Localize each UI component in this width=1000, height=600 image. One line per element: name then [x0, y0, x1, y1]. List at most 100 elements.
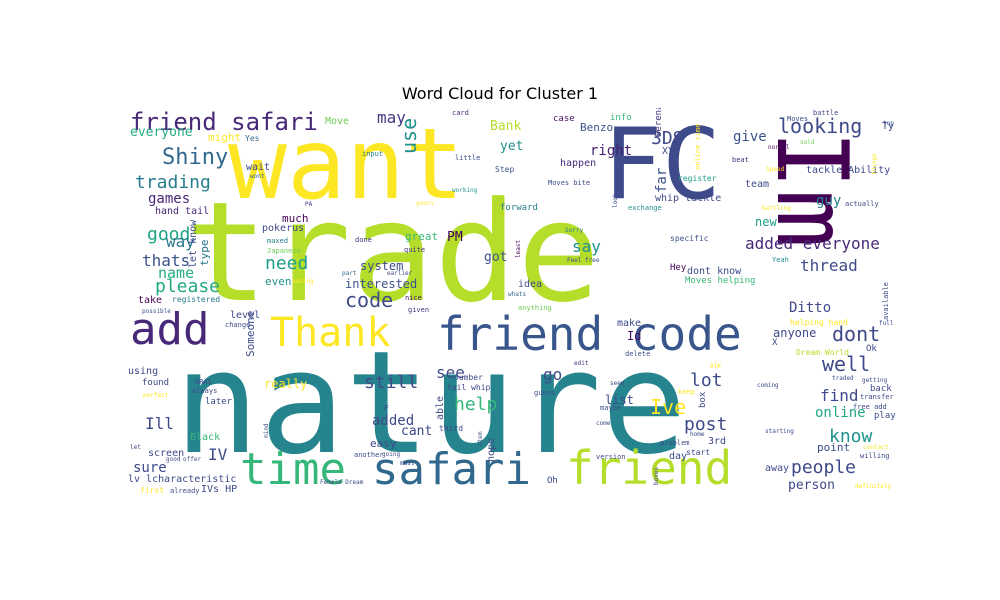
- word-looking: looking: [778, 114, 862, 138]
- word-might: might: [208, 131, 241, 144]
- word-specific: specific: [670, 234, 709, 243]
- word-quite: quite: [404, 246, 425, 254]
- word-serena: Serena: [654, 108, 664, 137]
- word-team: team: [745, 179, 769, 190]
- word-say: say: [572, 237, 601, 256]
- word-oh: Oh: [547, 476, 558, 486]
- word-level: level: [230, 310, 260, 321]
- word-tail-whip: tail whip: [447, 383, 491, 392]
- word-shiny: Shiny: [162, 145, 228, 170]
- word-add: add: [130, 304, 209, 355]
- word-hand-tail: hand tail: [155, 206, 209, 217]
- word-speed: Speed: [766, 166, 784, 173]
- word-later: later: [205, 397, 233, 407]
- word-already: already: [170, 487, 200, 495]
- word-screen: screen: [148, 448, 184, 459]
- word-added: added: [372, 413, 414, 429]
- word-problem: problem: [660, 439, 690, 447]
- word-full: full: [879, 320, 894, 327]
- word-register: register: [678, 174, 717, 183]
- word-move: Move: [325, 116, 349, 127]
- word-perfect: perfect: [143, 392, 169, 399]
- word-free-add: free add: [853, 403, 887, 411]
- word-wont: wont: [250, 173, 265, 180]
- word-battling: battling: [762, 205, 791, 212]
- word-seem: seem: [610, 380, 625, 387]
- word-let: let: [130, 444, 141, 451]
- word-given: given: [408, 306, 429, 314]
- word-done: done: [355, 236, 372, 244]
- word-oras: ORAS: [195, 378, 212, 386]
- word-iv: IV: [208, 445, 228, 464]
- word-wait: wait: [246, 162, 270, 173]
- word-system: system: [360, 259, 403, 273]
- word-starting: starting: [765, 428, 794, 435]
- word-hope: hope: [486, 438, 497, 462]
- word-things: things: [871, 153, 878, 175]
- word-back: back: [870, 384, 892, 394]
- word-moves: Moves: [787, 115, 808, 123]
- word-person: person: [788, 478, 835, 493]
- word-little: little: [455, 154, 480, 162]
- word-ditto: Ditto: [789, 300, 831, 316]
- word-idea: idea: [518, 279, 542, 290]
- word-registered: registered: [172, 295, 220, 304]
- word-pa: PA: [305, 201, 313, 208]
- word-whip-tackle: whip tackle: [655, 193, 721, 204]
- word-trading: trading: [135, 172, 211, 193]
- word-maxed: maxed: [267, 237, 288, 245]
- word-easy: easy: [370, 437, 397, 450]
- word-3rd: 3rd: [708, 436, 726, 447]
- word-ivs-hp: IVs HP: [201, 484, 237, 495]
- word-guy: guy: [816, 193, 841, 209]
- word-well: well: [822, 352, 870, 376]
- word-start: start: [686, 448, 710, 457]
- word-come: come: [596, 420, 611, 427]
- word-change: change: [225, 321, 250, 329]
- word-another: another: [354, 451, 384, 459]
- word-please: please: [155, 276, 220, 297]
- word-may: may: [377, 108, 406, 127]
- word-exchange: exchange: [628, 204, 662, 212]
- word-thank: Thank: [270, 310, 390, 356]
- word-new: new: [755, 215, 777, 229]
- word-friend: friend: [566, 441, 732, 495]
- word-least: least: [515, 240, 522, 258]
- word-boxes: boxes: [653, 467, 660, 485]
- word-top: top: [883, 120, 894, 127]
- word-ive: Ive: [650, 395, 686, 419]
- word-safari: safari: [372, 444, 531, 495]
- word-maybe: maybe: [600, 404, 621, 412]
- word-bank: Bank: [490, 119, 521, 134]
- word-happen: happen: [560, 158, 596, 169]
- word-people: people: [791, 457, 856, 478]
- word-battle: battle: [813, 109, 838, 117]
- word-interested: interested: [345, 277, 417, 291]
- word-added-everyone: added everyone: [745, 234, 880, 253]
- word-name: name: [158, 264, 194, 282]
- word-way: way: [166, 232, 195, 251]
- word-post: post: [684, 414, 727, 435]
- word-fc: FC: [603, 108, 721, 222]
- word-got: got: [484, 250, 507, 265]
- word-input: input: [362, 150, 383, 158]
- word-moves-bite: Moves bite: [548, 179, 590, 187]
- word-pm: PM: [447, 230, 463, 245]
- word-type: type: [198, 240, 211, 267]
- word-case: case: [553, 114, 575, 124]
- word-need: need: [265, 253, 308, 274]
- word-working: working: [452, 187, 478, 194]
- word-3ds: 3DS: [651, 128, 684, 149]
- word-home: home: [690, 431, 705, 438]
- word-go: go: [543, 365, 562, 384]
- word-help: help: [454, 394, 497, 415]
- word-someone: Someone: [244, 311, 257, 357]
- word-online-time: online time: [694, 124, 702, 170]
- chart-title: Word Cloud for Cluster 1: [401, 84, 599, 103]
- word-right: right: [590, 143, 632, 159]
- word-earlier: earlier: [387, 270, 413, 277]
- word-dream-world: Dream World: [796, 348, 849, 357]
- word-yours: yours: [416, 200, 434, 207]
- word-play: play: [874, 411, 896, 421]
